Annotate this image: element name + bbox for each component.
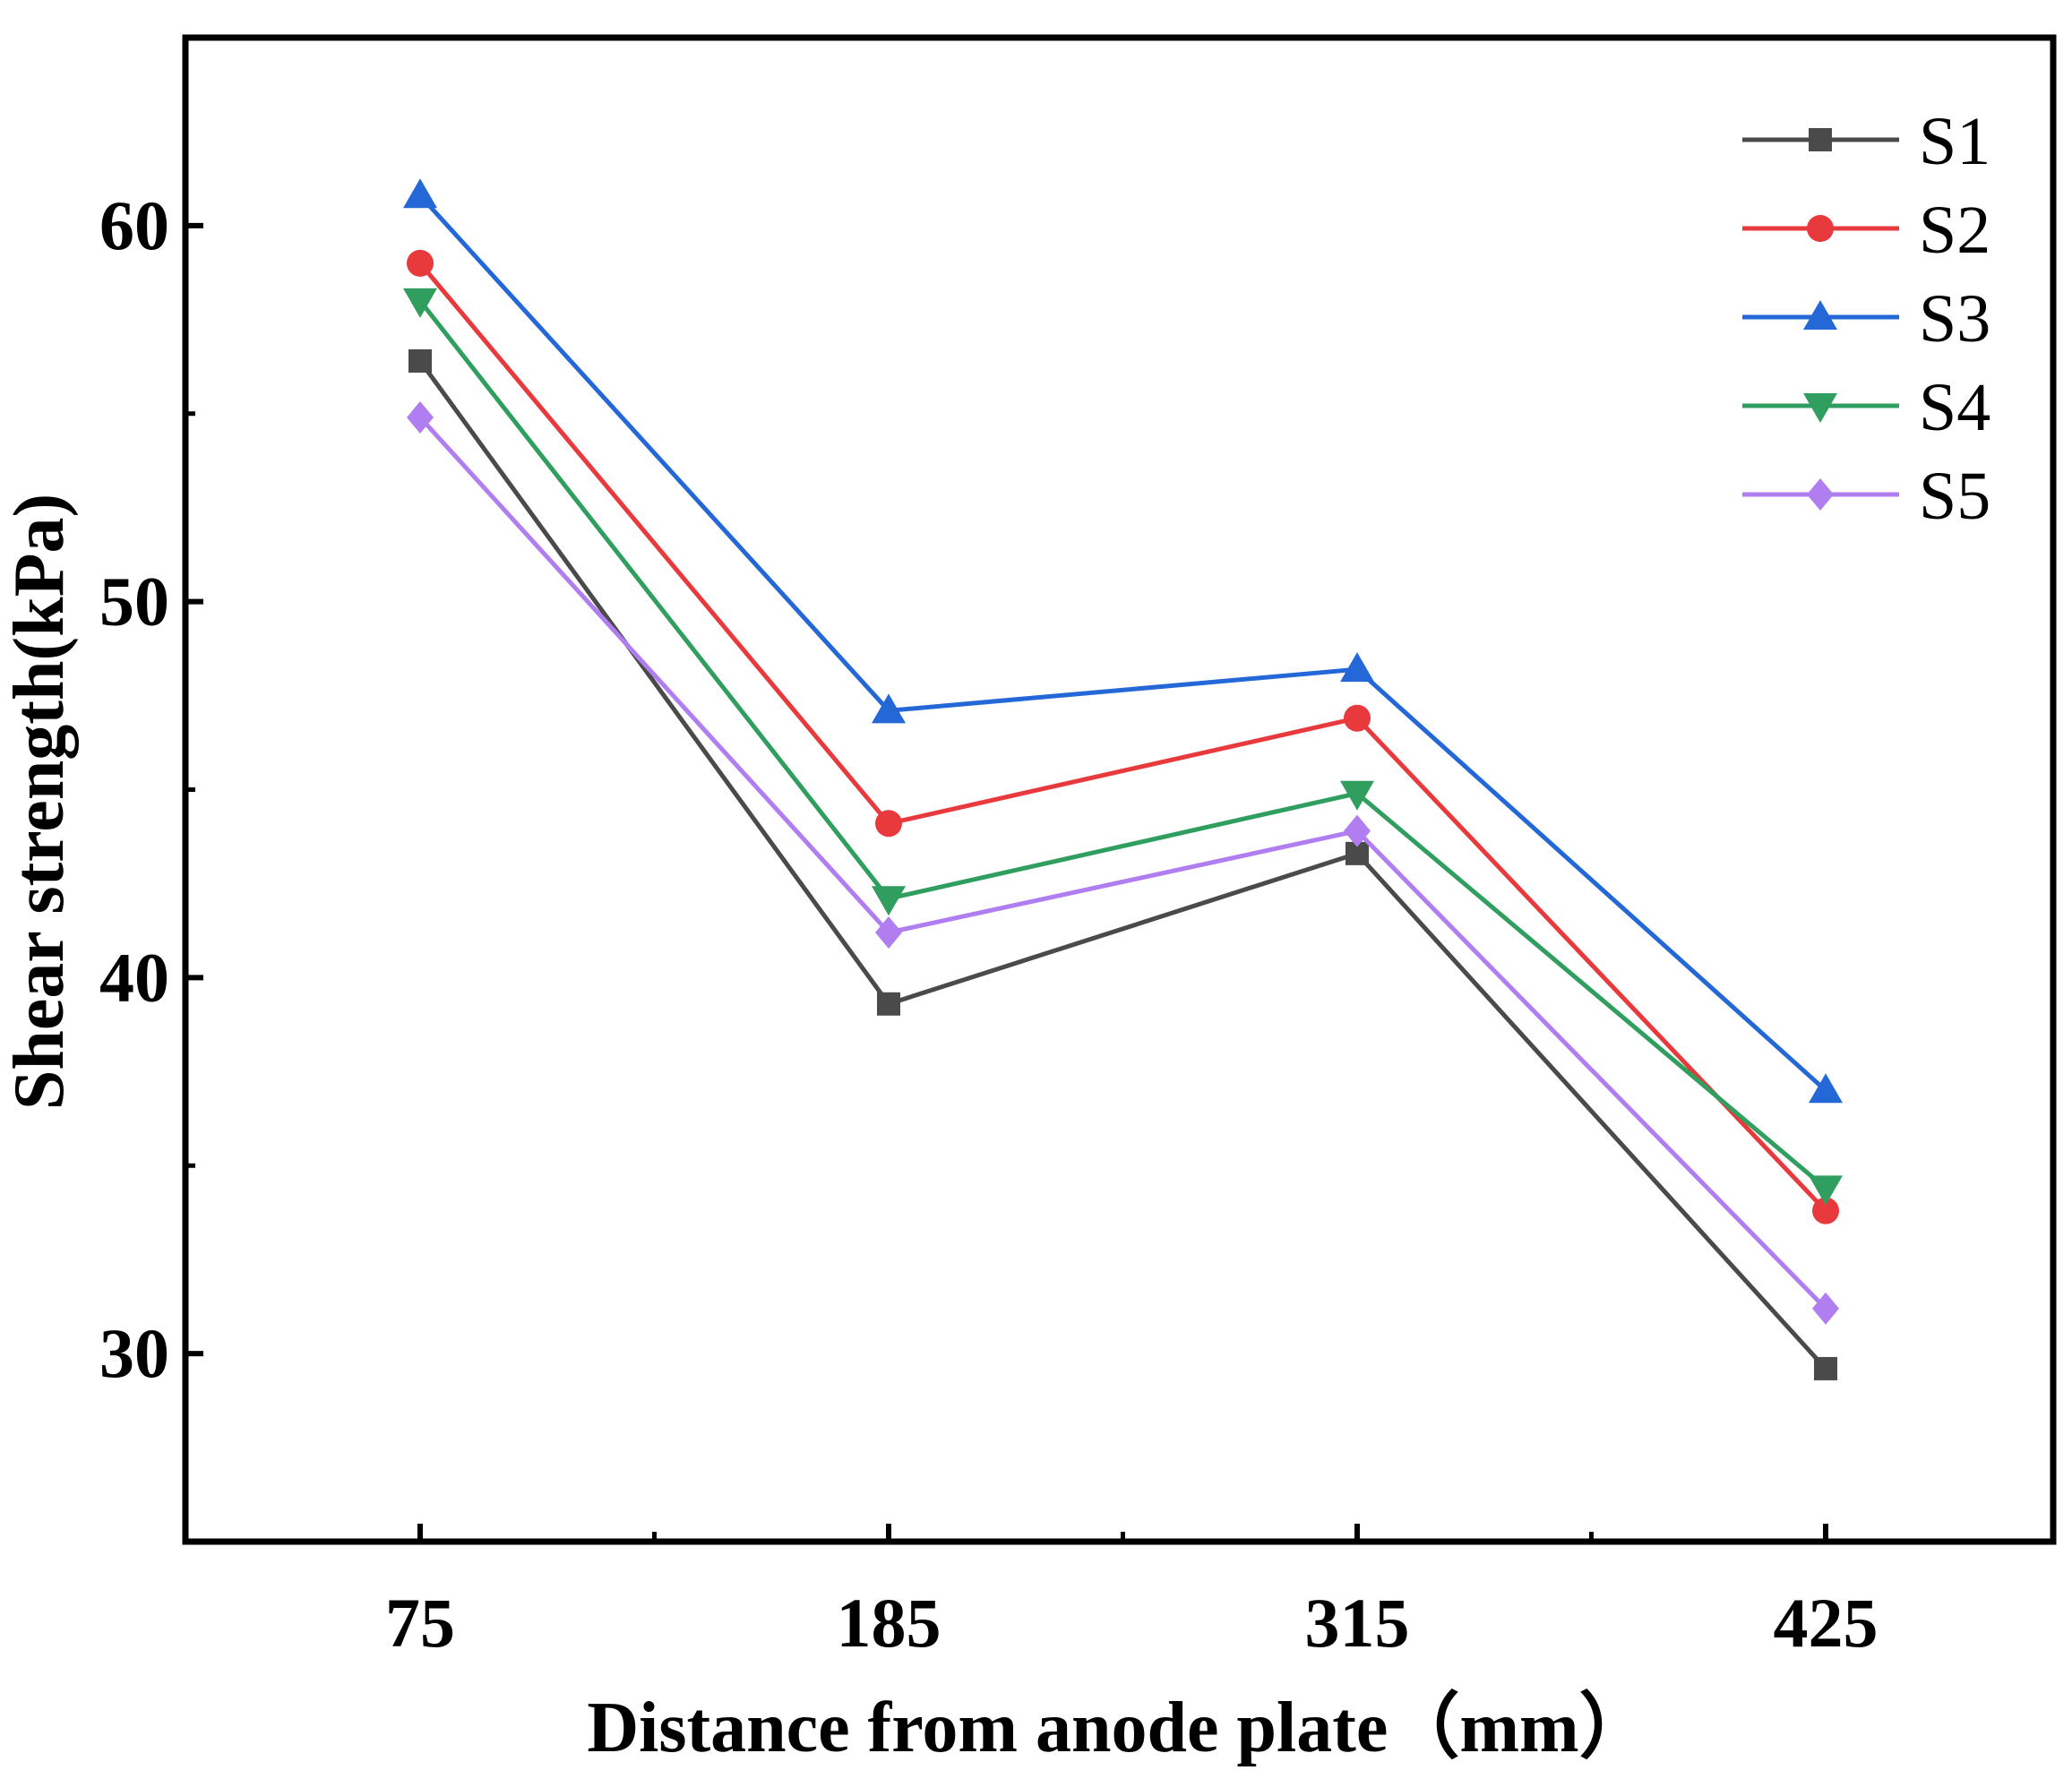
legend-item-s4: S4 — [1742, 370, 1990, 445]
legend-marker-s1 — [1809, 128, 1832, 151]
data-point-s4-315 — [1340, 780, 1374, 811]
y-tick-label: 30 — [99, 1314, 169, 1392]
legend-item-s1: S1 — [1742, 104, 1990, 179]
legend-label: S4 — [1919, 370, 1990, 445]
data-point-s2-315 — [1344, 704, 1371, 732]
data-point-s2-75 — [407, 249, 434, 277]
x-tick-label: 425 — [1774, 1584, 1879, 1662]
series-line-s2 — [418, 262, 1827, 1213]
series-line-s1 — [417, 359, 1827, 1371]
series-layer — [403, 178, 1843, 1380]
y-axis-ticks: 30 40 50 60 — [99, 186, 203, 1392]
x-tick-label: 75 — [385, 1584, 455, 1662]
legend-item-s3: S3 — [1742, 281, 1990, 357]
series-line-s5 — [418, 416, 1827, 1311]
data-point-s2-425 — [1812, 1197, 1839, 1225]
y-tick-label: 40 — [99, 938, 169, 1016]
legend-label: S1 — [1919, 104, 1990, 179]
series-line-s3 — [418, 193, 1827, 1093]
data-point-s1-75 — [408, 348, 432, 373]
legend-marker-s2 — [1807, 215, 1834, 242]
data-point-s3-75 — [403, 178, 437, 209]
data-point-s4-75 — [403, 288, 437, 318]
data-point-s5-315 — [1344, 814, 1371, 847]
data-point-s1-185 — [877, 992, 900, 1016]
legend: S1 S2 S3 S4 S5 — [1742, 104, 1990, 534]
legend-item-s5: S5 — [1742, 459, 1990, 534]
data-point-s4-185 — [872, 886, 906, 916]
plot-frame — [182, 34, 2057, 1545]
y-axis-title: Shear strength(kPa) — [0, 494, 79, 1110]
y-tick-label: 60 — [99, 186, 169, 264]
x-tick-label: 185 — [837, 1584, 941, 1662]
legend-label: S3 — [1919, 281, 1990, 357]
series-line-s4 — [418, 299, 1827, 1190]
legend-label: S5 — [1919, 459, 1990, 534]
data-point-s5-75 — [407, 400, 434, 434]
legend-marker-s4 — [1803, 393, 1837, 423]
legend-marker-s3 — [1803, 300, 1837, 330]
data-point-s5-185 — [875, 916, 902, 950]
data-point-s5-425 — [1812, 1292, 1839, 1325]
y-tick-label: 50 — [99, 563, 169, 640]
x-tick-label: 315 — [1305, 1584, 1410, 1662]
data-point-s3-315 — [1340, 652, 1374, 683]
data-point-s4-425 — [1809, 1175, 1843, 1206]
data-point-s1-425 — [1814, 1356, 1837, 1380]
legend-marker-s5 — [1807, 478, 1834, 511]
series-s4 — [403, 288, 1843, 1206]
x-axis-ticks: 75 185 315 425 — [385, 1524, 1879, 1662]
data-point-s3-185 — [872, 693, 906, 724]
legend-label: S2 — [1919, 193, 1990, 268]
series-s3 — [403, 178, 1843, 1104]
series-s5 — [407, 400, 1839, 1325]
series-s1 — [408, 348, 1837, 1380]
series-s2 — [407, 249, 1839, 1225]
legend-item-s2: S2 — [1742, 193, 1990, 268]
x-axis-title: Distance from anode plate（mm） — [587, 1689, 1650, 1767]
data-point-s2-185 — [875, 810, 902, 838]
data-point-s3-425 — [1809, 1073, 1843, 1104]
